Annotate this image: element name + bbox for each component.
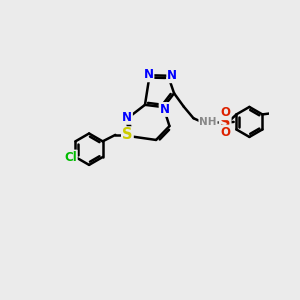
Text: O: O bbox=[220, 106, 230, 119]
Text: N: N bbox=[143, 68, 153, 81]
Text: N: N bbox=[167, 69, 177, 82]
Text: NH: NH bbox=[199, 117, 217, 127]
Text: S: S bbox=[122, 128, 133, 142]
Text: N: N bbox=[160, 103, 170, 116]
Text: N: N bbox=[122, 111, 132, 124]
Text: S: S bbox=[220, 115, 230, 130]
Text: O: O bbox=[220, 126, 230, 139]
Text: Cl: Cl bbox=[64, 151, 77, 164]
